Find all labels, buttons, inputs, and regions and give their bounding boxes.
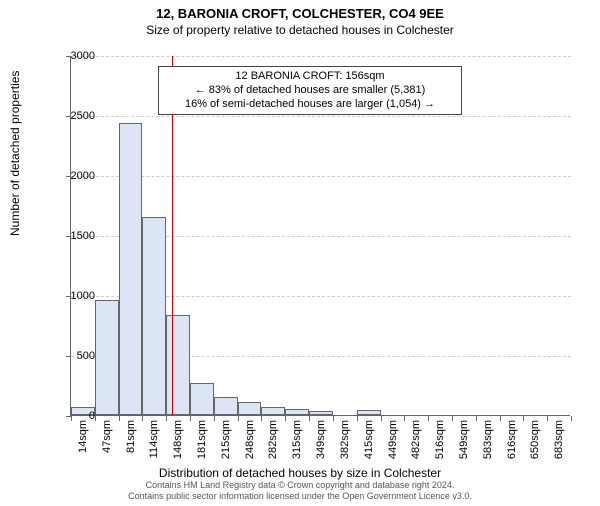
x-axis-label: Distribution of detached houses by size …	[0, 466, 600, 480]
xtick-mark	[285, 416, 286, 421]
y-axis-label: Number of detached properties	[8, 71, 22, 236]
xtick-mark	[190, 416, 191, 421]
xtick-label: 382sqm	[339, 420, 351, 466]
footer-attribution: Contains HM Land Registry data © Crown c…	[0, 480, 600, 502]
xtick-label: 616sqm	[506, 420, 518, 466]
xtick-label: 282sqm	[267, 420, 279, 466]
xtick-label: 215sqm	[220, 420, 232, 466]
histogram-bar	[238, 402, 262, 415]
footer-line-2: Contains public sector information licen…	[0, 491, 600, 502]
ytick-label: 1000	[55, 290, 95, 302]
histogram-bar	[190, 383, 214, 415]
xtick-mark	[404, 416, 405, 421]
ytick-label: 2000	[55, 170, 95, 182]
xtick-mark	[309, 416, 310, 421]
xtick-label: 549sqm	[458, 420, 470, 466]
annotation-line: ← 83% of detached houses are smaller (5,…	[165, 84, 455, 98]
xtick-label: 583sqm	[482, 420, 494, 466]
ytick-label: 3000	[55, 50, 95, 62]
xtick-label: 14sqm	[77, 420, 89, 466]
chart-title: 12, BARONIA CROFT, COLCHESTER, CO4 9EE	[0, 6, 600, 21]
xtick-mark	[261, 416, 262, 421]
ytick-label: 2500	[55, 110, 95, 122]
ytick-label: 1500	[55, 230, 95, 242]
xtick-label: 449sqm	[387, 420, 399, 466]
ytick-label: 0	[55, 410, 95, 422]
xtick-mark	[523, 416, 524, 421]
histogram-bar	[166, 315, 190, 415]
gridline	[71, 116, 571, 117]
xtick-mark	[142, 416, 143, 421]
xtick-mark	[500, 416, 501, 421]
chart-subtitle: Size of property relative to detached ho…	[0, 23, 600, 37]
xtick-mark	[547, 416, 548, 421]
xtick-mark	[238, 416, 239, 421]
xtick-mark	[333, 416, 334, 421]
xtick-mark	[166, 416, 167, 421]
xtick-label: 650sqm	[529, 420, 541, 466]
xtick-label: 114sqm	[148, 420, 160, 466]
xtick-label: 683sqm	[553, 420, 565, 466]
xtick-label: 516sqm	[434, 420, 446, 466]
xtick-mark	[214, 416, 215, 421]
xtick-label: 47sqm	[101, 420, 113, 466]
histogram-bar	[261, 407, 285, 415]
xtick-mark	[452, 416, 453, 421]
xtick-mark	[381, 416, 382, 421]
xtick-label: 482sqm	[410, 420, 422, 466]
annotation-line: 16% of semi-detached houses are larger (…	[165, 98, 455, 112]
gridline	[71, 56, 571, 57]
gridline	[71, 176, 571, 177]
annotation-line: 12 BARONIA CROFT: 156sqm	[165, 70, 455, 84]
xtick-label: 315sqm	[291, 420, 303, 466]
footer-line-1: Contains HM Land Registry data © Crown c…	[0, 480, 600, 491]
xtick-label: 248sqm	[244, 420, 256, 466]
xtick-mark	[119, 416, 120, 421]
xtick-mark	[476, 416, 477, 421]
xtick-label: 181sqm	[196, 420, 208, 466]
histogram-bar	[95, 300, 119, 415]
chart-area: 14sqm47sqm81sqm114sqm148sqm181sqm215sqm2…	[70, 56, 570, 416]
xtick-mark	[357, 416, 358, 421]
histogram-bar	[214, 397, 238, 415]
xtick-label: 81sqm	[125, 420, 137, 466]
xtick-mark	[571, 416, 572, 421]
xtick-label: 148sqm	[172, 420, 184, 466]
histogram-bar	[309, 411, 333, 415]
ytick-label: 500	[55, 350, 95, 362]
histogram-bar	[142, 217, 166, 415]
histogram-bar	[119, 123, 143, 415]
xtick-label: 349sqm	[315, 420, 327, 466]
histogram-bar	[285, 409, 309, 415]
xtick-label: 415sqm	[363, 420, 375, 466]
xtick-mark	[428, 416, 429, 421]
histogram-bar	[357, 410, 381, 415]
annotation-box: 12 BARONIA CROFT: 156sqm← 83% of detache…	[158, 66, 462, 115]
